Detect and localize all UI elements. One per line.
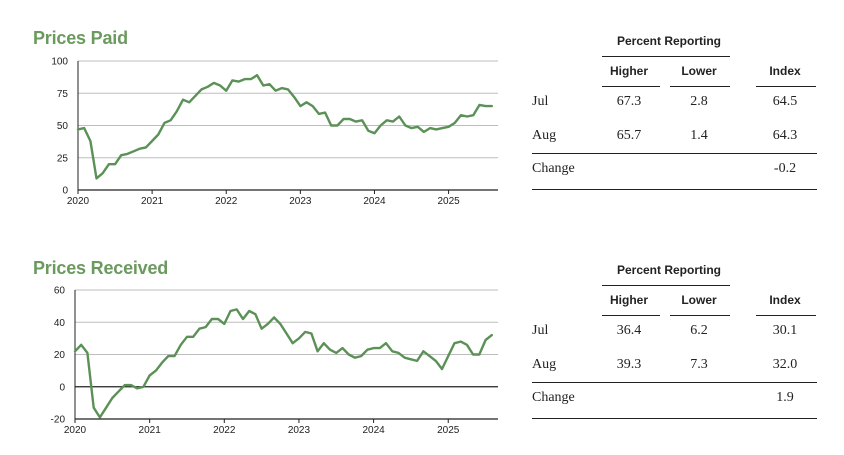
x-tick-label: 2024 [363,196,386,207]
table-bottom-rule [532,418,817,419]
x-tick-label: 2020 [67,196,90,207]
col-lower-header: Lower [681,64,717,78]
jul-lower: 6.2 [690,323,708,338]
col-index-header: Index [769,293,801,307]
index-rule [756,315,816,316]
aug-lower: 1.4 [690,128,708,143]
col-higher-header: Higher [609,293,648,307]
jul-higher: 67.3 [616,94,642,109]
change-top-rule [532,153,817,154]
x-tick-label: 2025 [437,196,460,207]
aug-lower: 7.3 [690,357,708,372]
row-label-jul: Jul [532,94,549,109]
y-tick-label: 50 [57,121,69,132]
aug-index: 32.0 [772,357,798,372]
series-line [76,73,493,180]
aug-index: 64.3 [772,128,798,143]
lower-rule [670,86,730,87]
jul-index: 64.5 [772,94,798,109]
chart-title-prices-received: Prices Received [33,258,169,278]
x-tick-label: 2023 [289,196,312,207]
col-lower-header: Lower [681,293,717,307]
change-index: -0.2 [773,161,797,176]
index-rule [756,86,816,87]
row-label-aug: Aug [532,357,557,372]
percent-reporting-header: Percent Reporting [616,34,721,48]
y-tick-label: 0 [62,186,68,197]
jul-lower: 2.8 [690,94,708,109]
y-tick-label: 100 [51,57,68,68]
col-higher-header: Higher [609,64,648,78]
aug-higher: 65.7 [616,128,642,143]
prices-received-table: Percent Reporting Higher Lower Index Jul… [532,263,817,438]
row-label-aug: Aug [532,128,557,143]
higher-rule [602,315,660,316]
row-label-jul: Jul [532,323,549,338]
x-tick-label: 2021 [141,196,164,207]
x-tick-label: 2022 [215,196,238,207]
header-rule [602,285,730,286]
chart-title-prices-paid: Prices Paid [33,28,128,48]
row-label-change: Change [532,390,575,405]
change-index: 1.9 [776,390,794,405]
table-bottom-rule [532,189,817,190]
prices-paid-table: Percent Reporting Higher Lower Index Jul… [532,34,817,209]
percent-reporting-header: Percent Reporting [616,263,721,277]
header-rule [602,56,730,57]
lower-rule [670,315,730,316]
y-tick-label: 75 [57,89,69,100]
row-label-change: Change [532,161,575,176]
jul-higher: 36.4 [616,323,642,338]
y-tick-label: 25 [57,153,69,164]
jul-index: 30.1 [772,323,798,338]
col-index-header: Index [769,64,801,78]
aug-higher: 39.3 [616,357,642,372]
change-top-rule [532,382,817,383]
higher-rule [602,86,660,87]
